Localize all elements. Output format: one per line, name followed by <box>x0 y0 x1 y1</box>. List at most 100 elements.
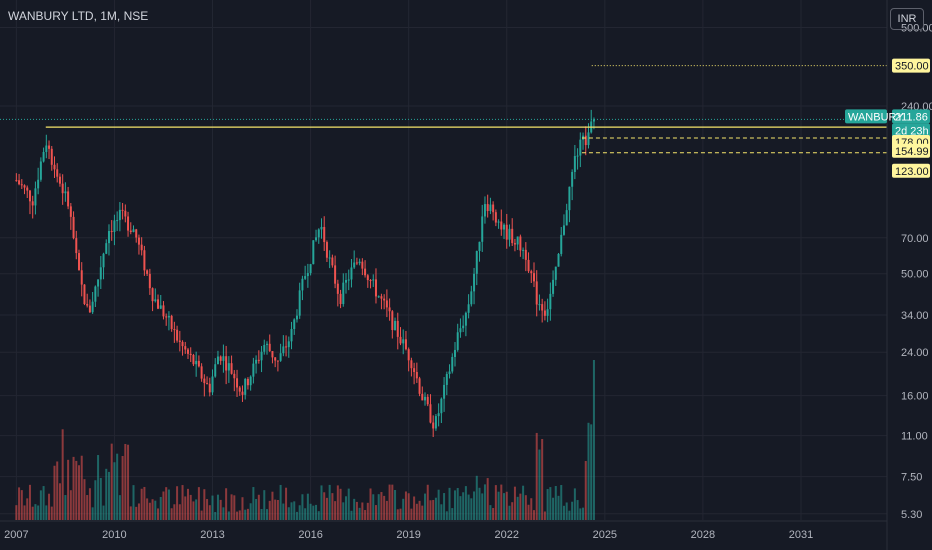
candle-body <box>492 204 495 213</box>
volume-bar <box>167 489 170 520</box>
candle-body <box>407 349 410 361</box>
candle-body <box>230 363 233 374</box>
volume-bar <box>372 494 375 520</box>
candle-body <box>64 191 67 194</box>
volume-bar <box>69 490 72 520</box>
volume-bar <box>557 495 560 520</box>
candle-body <box>394 320 397 330</box>
volume-bar <box>56 461 59 520</box>
volume-bar <box>135 506 138 520</box>
volume-bar <box>195 499 198 520</box>
volume-bar <box>233 495 236 520</box>
volume-bar <box>20 490 23 520</box>
candle-body <box>219 356 222 361</box>
volume-bar <box>67 459 70 520</box>
volume-bar <box>83 479 86 520</box>
candlesticks[interactable] <box>15 109 595 438</box>
volume-bar <box>184 496 187 520</box>
volume-bar <box>424 493 427 520</box>
candle-body <box>309 264 312 274</box>
countdown-tag-bg <box>892 123 930 138</box>
candle-body <box>195 360 198 365</box>
candle-body <box>579 139 582 156</box>
volume-bar <box>265 509 268 520</box>
candle-body <box>233 373 236 379</box>
candle-body <box>295 315 298 320</box>
volume-bar <box>347 488 350 520</box>
candle-body <box>464 312 467 326</box>
volume-bar <box>481 493 484 520</box>
volume-bar <box>508 505 511 520</box>
candle-body <box>366 275 369 281</box>
candle-body <box>497 221 500 223</box>
symbol-title[interactable]: WANBURY LTD, 1M, NSE <box>8 9 149 23</box>
candle-body <box>437 413 440 417</box>
y-tick-label: 34.00 <box>901 310 929 322</box>
candle-body <box>151 288 154 302</box>
candle-body <box>494 212 497 223</box>
volume-bar <box>170 508 173 520</box>
volume-bar <box>107 471 110 520</box>
candle-body <box>470 291 473 305</box>
candle-body <box>304 276 307 279</box>
volume-bar <box>497 491 500 520</box>
candle-body <box>353 262 356 268</box>
candle-body <box>105 243 108 254</box>
candle-body <box>301 278 304 291</box>
time-axis[interactable]: 2007 2010 2013 2016 2019 2022 2025 2028 2031 <box>0 520 887 541</box>
volume-bar <box>511 502 514 520</box>
volume-bar <box>587 422 590 520</box>
candle-body <box>505 224 508 240</box>
volume-bar <box>80 455 83 520</box>
volume-bar <box>129 506 132 520</box>
candle-body <box>448 371 451 374</box>
candle-body <box>374 279 377 297</box>
horizontal-levels[interactable] <box>0 65 887 154</box>
candle-body <box>211 376 214 393</box>
level-2-tag-bg <box>892 143 930 158</box>
volume-bar <box>391 484 394 520</box>
candle-body <box>124 210 127 217</box>
volume-bar <box>565 502 568 520</box>
candle-body <box>315 237 318 241</box>
candle-body <box>268 343 271 352</box>
volume-bar <box>58 483 61 520</box>
volume-bar <box>271 491 274 520</box>
volume-bar <box>86 495 89 520</box>
volume-bars <box>15 360 595 520</box>
candle-body <box>483 204 486 217</box>
volume-bar <box>571 501 574 520</box>
volume-bar <box>45 505 48 520</box>
candle-body <box>565 210 568 226</box>
candle-body <box>94 286 97 302</box>
candle-body <box>113 220 116 232</box>
currency-button[interactable]: INR <box>890 8 924 30</box>
candle-body <box>364 268 367 276</box>
candle-body <box>489 204 492 212</box>
volume-bar <box>18 487 21 520</box>
candle-body <box>524 249 527 260</box>
candle-body <box>97 279 100 287</box>
volume-bar <box>208 505 211 520</box>
candle-body <box>260 351 263 361</box>
volume-bar <box>225 488 228 520</box>
candle-body <box>255 359 258 364</box>
candle-body <box>552 279 555 294</box>
volume-bar <box>295 511 298 520</box>
volume-bar <box>181 485 184 520</box>
volume-bar <box>293 501 296 520</box>
candle-body <box>424 396 427 401</box>
volume-bar <box>573 488 576 520</box>
volume-bar <box>61 429 64 520</box>
candle-body <box>162 305 165 317</box>
candle-body <box>148 273 151 289</box>
volume-bar <box>358 507 361 520</box>
volume-bar <box>524 495 527 520</box>
volume-bar <box>176 486 179 520</box>
volume-bar <box>513 486 516 520</box>
x-tick-label: 2022 <box>495 529 519 541</box>
candle-body <box>154 299 157 302</box>
volume-bar <box>350 510 353 520</box>
price-axis[interactable]: 500.00240.0070.0050.0034.0024.0016.0011.… <box>886 0 932 550</box>
